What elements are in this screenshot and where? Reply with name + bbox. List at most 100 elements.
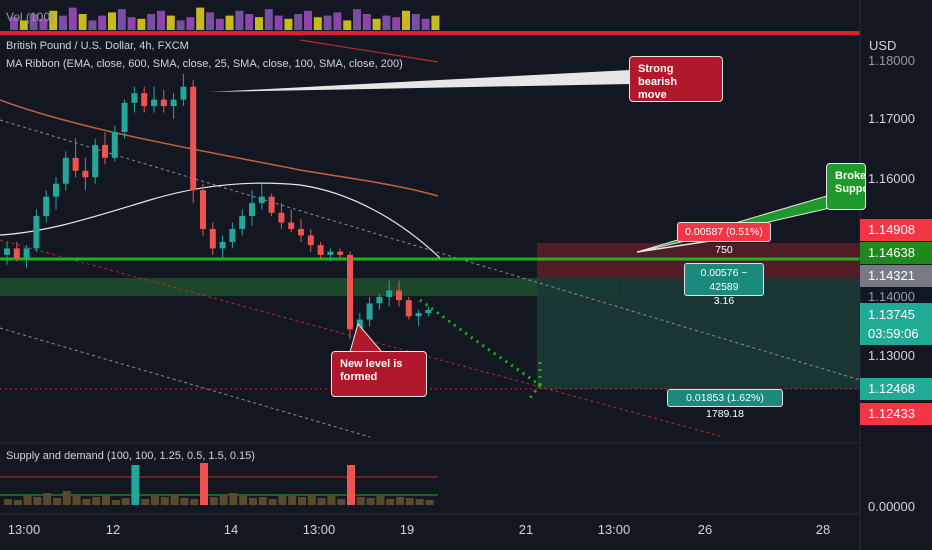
volume-bar: [392, 17, 401, 30]
bearish-pointer: [210, 70, 630, 92]
supply-demand-bar: [288, 496, 297, 505]
bearish-callout[interactable]: Strong bearish move: [629, 56, 723, 102]
volume-bar: [186, 17, 195, 30]
bar-countdown: 03:59:06: [868, 326, 919, 341]
price-tick: 1.17000: [868, 111, 915, 126]
candle-body: [317, 245, 324, 255]
candle-body: [239, 216, 246, 229]
supply-demand-bar: [307, 494, 316, 505]
new-level-callout[interactable]: New level is formed: [331, 351, 427, 397]
time-tick: 28: [815, 522, 831, 537]
volume-bar: [343, 20, 352, 30]
ribbon-title[interactable]: MA Ribbon (EMA, close, 600, SMA, close, …: [6, 58, 403, 70]
ma-white: [0, 182, 441, 259]
volume-bar: [147, 14, 156, 30]
supply-demand-bar: [415, 499, 424, 505]
volume-bar: [304, 10, 312, 31]
candle-body: [13, 248, 20, 259]
candle-body: [337, 251, 344, 255]
supply-demand-bar: [366, 498, 375, 505]
volume-bar: [127, 17, 136, 30]
supply-demand-bar: [111, 500, 120, 505]
new-level-pointer: [349, 322, 384, 353]
volume-bar: [294, 14, 303, 30]
supply-demand-bar: [337, 499, 346, 505]
candle-body: [151, 99, 157, 107]
supply-demand-bar: [327, 496, 336, 505]
candle-body: [121, 102, 128, 132]
supply-demand-bar: [278, 495, 287, 505]
target-zone: [537, 278, 860, 389]
candle-body: [4, 248, 10, 255]
candle-body: [53, 183, 59, 197]
supply-demand-title[interactable]: Supply and demand (100, 100, 1.25, 0.5, …: [6, 450, 255, 462]
time-tick: 26: [697, 522, 713, 537]
supply-demand-bar: [53, 498, 61, 505]
time-tick: 14: [223, 522, 239, 537]
candle-body: [425, 309, 432, 314]
volume-label: Vol (100): [6, 10, 55, 24]
supply-demand-bar: [33, 497, 42, 505]
time-tick: 13:00: [597, 522, 631, 537]
volume-bar: [166, 15, 175, 30]
ratio-pill[interactable]: 0.00576 ~ 42589 3.16: [684, 263, 764, 307]
volume-bar: [206, 12, 214, 30]
volume-bar: [353, 9, 361, 30]
volume-bar: [313, 17, 322, 30]
supply-demand-bar: [151, 496, 159, 505]
projection-path: [419, 298, 543, 399]
broken-support-callout[interactable]: Broken Support: [826, 163, 866, 210]
supply-demand-bar: [4, 499, 12, 505]
candle-body: [43, 196, 50, 217]
price-tag-target: 1.12468: [860, 378, 932, 400]
supply-demand-bar: [121, 498, 130, 505]
target-pill[interactable]: 0.01853 (1.62%) 1789.18: [667, 389, 783, 420]
supply-demand-bar: [200, 463, 208, 505]
price-tag-support: 1.14638: [860, 242, 932, 264]
volume-bar: [49, 10, 58, 31]
supply-demand-bar: [72, 496, 81, 505]
supply-demand-bar: [82, 499, 91, 505]
currency-label[interactable]: USD: [869, 38, 897, 53]
candle-body: [102, 144, 108, 158]
volume-bar: [264, 9, 273, 30]
volume-bar: [284, 18, 293, 30]
symbol-title[interactable]: British Pound / U.S. Dollar, 4h, FXCM: [6, 40, 189, 52]
candle-body: [111, 131, 118, 158]
supply-demand-bar: [170, 494, 179, 505]
supply-demand-bar: [376, 496, 385, 505]
price-tag-low: 1.12433: [860, 403, 932, 425]
candle-body: [327, 251, 334, 255]
supply-demand-bar: [13, 500, 22, 505]
volume-bar: [215, 18, 224, 30]
price-tick: 1.14000: [868, 289, 915, 304]
volume-bar: [68, 7, 77, 30]
price-tag-last: 1.13745 03:59:06: [860, 303, 932, 345]
volume-bar: [19, 20, 28, 30]
volume-bar: [98, 15, 107, 30]
supply-demand-bar: [23, 495, 32, 505]
volume-bar: [421, 18, 430, 30]
supply-demand-bar: [229, 493, 238, 505]
volume-bar: [323, 15, 332, 30]
volume-bar: [411, 14, 420, 30]
stop-pill[interactable]: 0.00587 (0.51%) 750: [677, 222, 771, 256]
supply-demand-bar: [239, 496, 248, 505]
candle-body: [288, 222, 295, 229]
price-tick: 1.18000: [868, 53, 915, 68]
last-price: 1.13745: [868, 307, 915, 322]
volume-bar: [245, 14, 254, 30]
candle-body: [160, 99, 167, 107]
supply-demand-bar: [249, 498, 257, 505]
demand-zone: [0, 278, 617, 296]
candle-body: [141, 93, 148, 107]
supply-demand-bar: [160, 497, 169, 505]
candle-body: [386, 290, 393, 297]
candle-body: [229, 229, 236, 242]
volume-bar: [117, 9, 126, 30]
candle-body: [396, 290, 402, 301]
volume-bar: [157, 10, 165, 31]
candle-body: [278, 212, 285, 223]
